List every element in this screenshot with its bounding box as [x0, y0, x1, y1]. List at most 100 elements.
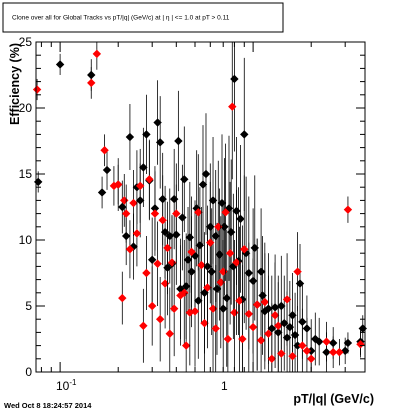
data-point: [258, 291, 267, 300]
data-point: [288, 351, 297, 361]
data-point: [343, 338, 353, 348]
data-point: [223, 334, 233, 344]
y-tick-label: 15: [19, 167, 33, 181]
data-point: [211, 324, 220, 333]
x-axis-title: pT/|q| (GeV/c): [293, 392, 374, 406]
data-point: [201, 169, 211, 179]
data-point: [185, 308, 195, 317]
data-point: [356, 340, 365, 349]
data-point: [100, 146, 109, 155]
data-point: [230, 308, 239, 317]
data-point: [180, 288, 189, 297]
data-point: [225, 249, 235, 258]
data-point: [206, 238, 215, 247]
data-point: [174, 136, 183, 146]
data-point: [343, 205, 353, 214]
data-point: [295, 279, 305, 288]
data-point: [277, 349, 286, 358]
data-point: [240, 130, 249, 139]
data-point: [256, 267, 266, 276]
data-point: [200, 318, 209, 328]
data-point: [335, 348, 344, 357]
data-point: [358, 324, 367, 333]
data-point: [132, 229, 142, 238]
data-point: [155, 138, 165, 147]
data-point: [230, 74, 239, 84]
x-axis: [40, 42, 346, 372]
y-tick-label: 10: [19, 233, 33, 247]
data-point: [34, 177, 43, 187]
data-point: [194, 208, 203, 217]
data-point: [228, 102, 237, 111]
data-point: [87, 78, 96, 88]
y-axis-title: Efficiency (%): [8, 43, 22, 125]
data-point: [208, 196, 218, 205]
data-point: [125, 245, 135, 254]
y-tick-label: 25: [19, 35, 33, 49]
data-point: [180, 175, 189, 184]
data-point: [92, 49, 102, 59]
data-point: [195, 241, 205, 250]
data-point: [190, 307, 200, 316]
data-point: [145, 175, 154, 184]
data-point: [147, 301, 157, 311]
data-point: [221, 208, 230, 217]
timestamp: Wed Oct 8 18:24:57 2014: [4, 401, 92, 410]
data-point: [322, 337, 331, 346]
x-tick-label-0.1: 10-1: [56, 378, 77, 393]
x-tick-label-1: 1: [221, 379, 228, 393]
chart-title: Clone over all for Global Tracks vs pT/|…: [12, 15, 230, 22]
data-point: [212, 284, 222, 294]
data-point: [203, 283, 212, 292]
data-point: [169, 304, 179, 313]
data-point: [139, 163, 148, 172]
data-point: [208, 304, 218, 313]
data-point: [256, 336, 266, 345]
data-point: [293, 267, 302, 276]
data-point: [129, 198, 138, 208]
data-point: [207, 267, 216, 276]
chart-title-box: Clone over all for Global Tracks vs pT/|…: [2, 2, 284, 33]
data-point: [293, 341, 302, 350]
data-point: [248, 322, 258, 332]
data-point: [163, 243, 172, 253]
data-point: [125, 132, 135, 142]
data-point: [185, 233, 195, 242]
data-point: [158, 216, 167, 225]
data-point: [340, 346, 350, 356]
data-point: [97, 188, 107, 197]
data-point: [160, 279, 170, 288]
data-point: [32, 85, 42, 94]
data-point: [150, 209, 160, 218]
data-point: [267, 354, 277, 363]
y-tick-label: 20: [19, 101, 33, 115]
data-point: [118, 293, 127, 303]
data-point: [270, 311, 280, 320]
data-point: [274, 321, 283, 330]
data-point: [187, 247, 196, 257]
data-point: [120, 196, 129, 205]
data-point: [155, 315, 165, 324]
data-point: [302, 346, 312, 356]
data-point: [118, 202, 127, 212]
data-point: [220, 222, 229, 231]
data-point: [217, 198, 227, 208]
data-point: [135, 181, 145, 191]
data-point: [197, 260, 206, 270]
data-point: [238, 334, 247, 344]
data-point: [121, 209, 131, 218]
data-point: [307, 354, 316, 363]
y-tick-label: 5: [25, 299, 32, 313]
data-point: [264, 329, 273, 338]
data-point: [165, 329, 174, 338]
data-point: [183, 255, 193, 264]
data-point: [240, 245, 249, 254]
data-point: [260, 297, 270, 307]
data-point: [211, 231, 220, 241]
data-point: [222, 293, 231, 303]
data-point: [235, 296, 244, 305]
data-point: [285, 322, 295, 332]
data-point: [232, 258, 241, 267]
data-point: [172, 209, 181, 218]
